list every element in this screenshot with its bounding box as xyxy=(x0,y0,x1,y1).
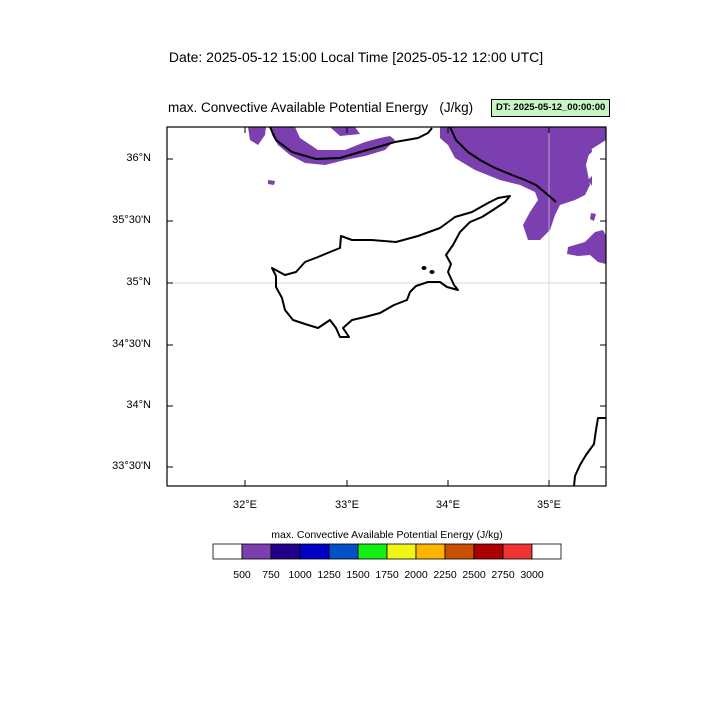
colorbar-box xyxy=(212,543,243,560)
coastlines xyxy=(269,127,606,486)
colorbar-label: 1750 xyxy=(375,569,399,581)
grid-lines xyxy=(167,127,606,486)
colorbar-label: 1250 xyxy=(317,569,341,581)
colorbar-box xyxy=(531,543,562,560)
lat-label: 34°30'N xyxy=(112,338,151,350)
colorbar-box xyxy=(328,543,359,560)
lat-label: 34°N xyxy=(126,399,151,411)
colorbar-label: 2250 xyxy=(433,569,457,581)
lat-label: 36°N xyxy=(126,152,151,164)
colorbar-label: 3000 xyxy=(520,569,544,581)
colorbar xyxy=(212,543,562,560)
colorbar-box xyxy=(299,543,330,560)
colorbar-box xyxy=(415,543,446,560)
lat-label: 35°N xyxy=(126,276,151,288)
colorbar-label: 2750 xyxy=(491,569,515,581)
axis-ticks xyxy=(167,127,606,486)
lon-label: 32°E xyxy=(233,499,257,511)
cyprus-coastline xyxy=(271,195,511,338)
map-title: max. Convective Available Potential Ener… xyxy=(168,100,474,115)
cape-fill-regions xyxy=(248,127,606,264)
colorbar-box xyxy=(386,543,417,560)
colorbar-label: 500 xyxy=(233,569,251,581)
colorbar-label: 1500 xyxy=(346,569,370,581)
lon-label: 33°E xyxy=(335,499,359,511)
colorbar-label: 1000 xyxy=(288,569,312,581)
lat-label: 35°30'N xyxy=(112,214,151,226)
colorbar-box xyxy=(473,543,504,560)
date-line: Date: 2025-05-12 15:00 Local Time [2025-… xyxy=(168,49,544,65)
colorbar-label: 750 xyxy=(262,569,280,581)
colorbar-label: 2000 xyxy=(404,569,428,581)
map-frame xyxy=(166,126,607,487)
colorbar-box xyxy=(270,543,301,560)
colorbar-box xyxy=(444,543,475,560)
lat-label: 33°30'N xyxy=(112,460,151,472)
turkey-coastline xyxy=(269,127,433,160)
lon-label: 34°E xyxy=(436,499,460,511)
islets xyxy=(421,266,435,274)
levant-coastline xyxy=(573,417,606,486)
colorbar-box xyxy=(357,543,388,560)
dt-badge: DT: 2025-05-12_00:00:00 xyxy=(491,99,611,117)
colorbar-box xyxy=(241,543,272,560)
colorbar-title: max. Convective Available Potential Ener… xyxy=(271,529,503,541)
colorbar-label: 2500 xyxy=(462,569,486,581)
lon-label: 35°E xyxy=(537,499,561,511)
colorbar-box xyxy=(502,543,533,560)
